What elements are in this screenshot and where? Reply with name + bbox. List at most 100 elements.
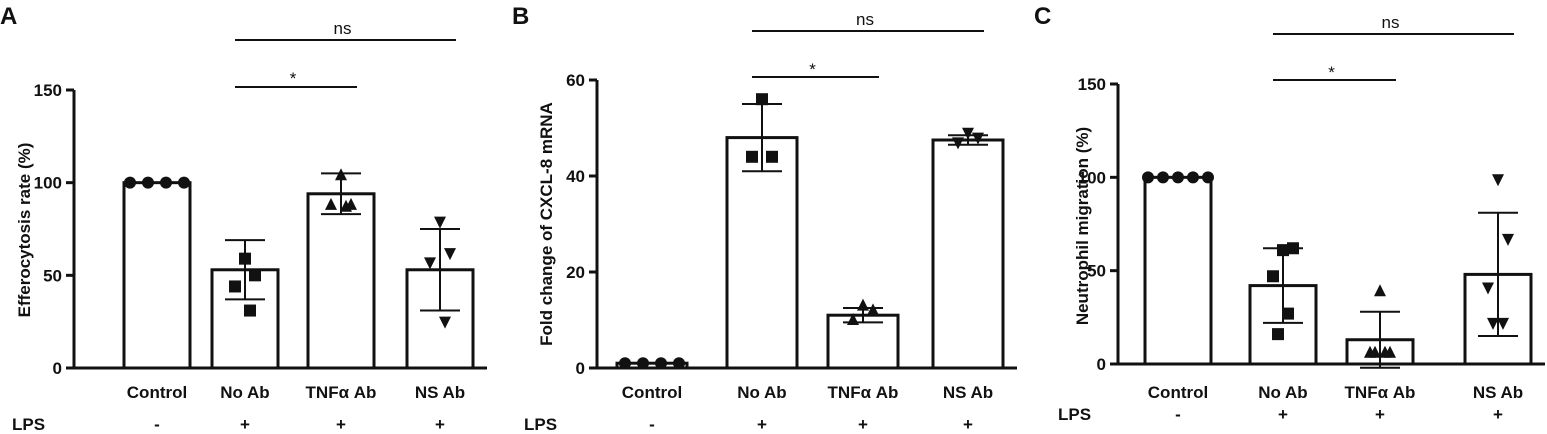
panel-A: A 0 50 100 150 Efferocytosis rate (%) Control -…	[0, 3, 487, 434]
x-tick-label: No Ab	[220, 383, 269, 402]
data-point	[1379, 345, 1391, 358]
data-point	[1277, 244, 1289, 257]
y-tick-label: 50	[1087, 262, 1106, 281]
y-tick-label: 100	[34, 174, 62, 193]
y-tick-label: 0	[53, 359, 62, 378]
data-point	[424, 257, 436, 270]
data-point	[325, 197, 337, 210]
data-point	[962, 127, 974, 140]
data-point	[1157, 171, 1169, 184]
x-tick-label: NS Ab	[415, 383, 465, 402]
data-point	[1282, 307, 1294, 320]
data-point	[124, 176, 136, 189]
x-tick-label: Control	[622, 383, 682, 402]
y-tick-label: 20	[566, 263, 585, 282]
data-point	[439, 316, 451, 329]
y-axis-label: Efferocytosis rate (%)	[15, 143, 34, 318]
panel-letter: B	[512, 3, 529, 30]
lps-sign: +	[757, 415, 767, 434]
data-point	[1487, 317, 1499, 330]
x-tick-label: Control	[1148, 383, 1208, 402]
y-tick-label: 150	[34, 81, 62, 100]
y-tick-label: 50	[43, 266, 62, 285]
significance-label: ns	[1382, 13, 1400, 32]
bar	[122, 181, 192, 370]
bar	[615, 361, 689, 370]
data-point	[637, 357, 649, 370]
y-tick-label: 60	[566, 71, 585, 90]
significance-label: ns	[856, 10, 874, 29]
lps-sign: +	[435, 415, 445, 434]
data-point	[444, 248, 456, 261]
data-point	[1187, 171, 1199, 184]
lps-sign: -	[649, 415, 655, 434]
data-point	[229, 280, 241, 293]
data-point	[1492, 174, 1504, 187]
data-point	[655, 357, 667, 370]
significance-label: *	[1328, 63, 1335, 82]
data-point	[756, 93, 768, 106]
y-axis-label: Fold change of CXCL-8 mRNA	[537, 102, 556, 346]
data-point	[857, 298, 869, 311]
x-tick-label: No Ab	[1258, 383, 1307, 402]
bar	[306, 192, 376, 370]
data-point	[340, 199, 352, 212]
data-point	[673, 357, 685, 370]
lps-sign: +	[1493, 405, 1503, 424]
data-point	[1374, 284, 1386, 297]
y-tick-label: 40	[566, 167, 585, 186]
lps-sign: +	[963, 415, 973, 434]
bar	[725, 136, 799, 370]
data-point	[746, 150, 758, 163]
data-point	[178, 176, 190, 189]
data-point	[847, 313, 859, 325]
data-point	[249, 269, 261, 282]
x-tick-label: No Ab	[737, 383, 786, 402]
data-point	[142, 176, 154, 189]
panel-letter: A	[0, 3, 17, 30]
x-tick-label: TNFα Ab	[828, 383, 899, 402]
lps-sign: +	[858, 415, 868, 434]
data-point	[972, 132, 984, 145]
x-tick-label: NS Ab	[1473, 383, 1523, 402]
data-point	[1267, 270, 1279, 283]
y-axis-label: Neutrophil migration (%)	[1073, 127, 1092, 325]
data-point	[434, 216, 446, 229]
significance-label: ns	[334, 19, 352, 38]
panel-letter: C	[1034, 3, 1051, 30]
y-tick-label: 0	[1097, 355, 1106, 374]
data-point	[160, 176, 172, 189]
significance-label: *	[290, 69, 297, 88]
data-point	[1142, 171, 1154, 184]
data-point	[239, 252, 251, 265]
lps-sign: +	[1375, 405, 1385, 424]
data-point	[867, 303, 879, 316]
x-tick-label: NS Ab	[943, 383, 993, 402]
lps-sign: +	[240, 415, 250, 434]
data-point	[244, 304, 256, 317]
data-point	[1502, 233, 1514, 246]
data-point	[619, 357, 631, 370]
significance-label: *	[809, 60, 816, 79]
data-point	[1497, 317, 1509, 330]
lps-sign: +	[1278, 405, 1288, 424]
lps-sign: -	[154, 415, 160, 434]
y-tick-label: 150	[1078, 75, 1106, 94]
data-point	[1202, 171, 1214, 184]
x-tick-label: Control	[127, 383, 187, 402]
data-point	[1272, 328, 1284, 341]
lps-sign: -	[1175, 405, 1181, 424]
lps-label: LPS	[12, 415, 45, 434]
y-tick-label: 100	[1078, 168, 1106, 187]
panel-B: B 0 20 40 60 Fold change of CXCL-8 mRNA Contro…	[512, 3, 1017, 434]
y-tick-label: 0	[576, 359, 585, 378]
data-point	[335, 168, 347, 181]
bar	[931, 138, 1005, 370]
lps-sign: +	[336, 415, 346, 434]
data-point	[766, 150, 778, 163]
x-tick-label: TNFα Ab	[306, 383, 377, 402]
data-point	[1482, 282, 1494, 295]
lps-label: LPS	[524, 415, 557, 434]
data-point	[1287, 242, 1299, 255]
